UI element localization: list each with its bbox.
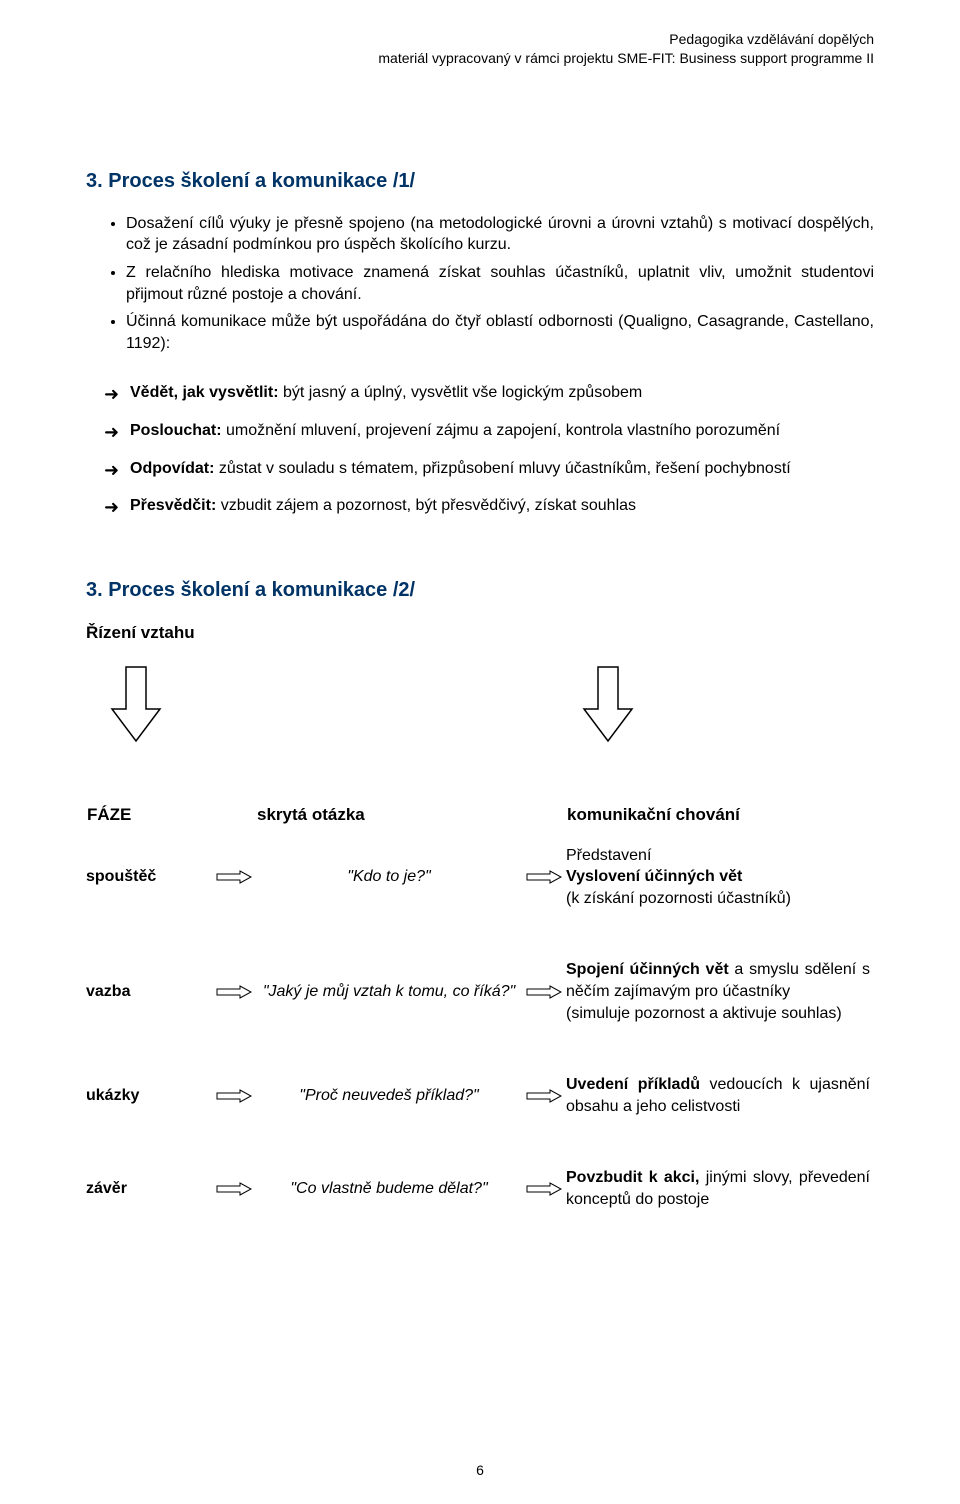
arrow-item-rest: zůstat v souladu s tématem, přizpůsobení…	[214, 460, 790, 477]
right-arrow-icon	[216, 985, 252, 999]
down-arrows-row	[86, 665, 874, 743]
phase-cell: závěr	[86, 1167, 216, 1260]
phase-table: FÁZE skrytá otázka komunikační chování s…	[86, 803, 874, 1261]
arrow-item: Poslouchat: umožnění mluvení, projevení …	[104, 420, 874, 442]
arrow-item-bold: Poslouchat:	[130, 422, 222, 439]
question-cell: "Proč neuvedeš příklad?"	[256, 1085, 522, 1107]
col-question-header: skrytá otázka	[256, 803, 526, 845]
bullet-item: Dosažení cílů výuky je přesně spojeno (n…	[126, 213, 874, 256]
behavior-cell: Spojení účinných vět a smyslu sdělení s …	[566, 959, 874, 1074]
arrow-item-rest: být jasný a úplný, vysvětlit vše logický…	[279, 384, 643, 401]
phase-cell: vazba	[86, 959, 216, 1074]
arrow-item-rest: umožnění mluvení, projevení zájmu a zapo…	[222, 422, 781, 439]
bullet-item: Z relačního hlediska motivace znamená zí…	[126, 262, 874, 305]
arrow-item: Vědět, jak vysvětlit: být jasný a úplný,…	[104, 382, 874, 404]
behavior-cell: Povzbudit k akci, jinými slovy, převeden…	[566, 1167, 874, 1260]
page-header: Pedagogika vzdělávání dopělých materiál …	[86, 30, 874, 68]
phase-cell: spouštěč	[86, 845, 216, 960]
right-arrow-icon	[526, 985, 562, 999]
right-arrow-icon	[526, 1089, 562, 1103]
col-phase-header: FÁZE	[86, 803, 216, 845]
right-arrow-icon	[216, 870, 252, 884]
arrow-item-bold: Přesvědčit:	[130, 497, 216, 514]
table-row: vazba "Jaký je můj vztah k tomu, co říká…	[86, 959, 874, 1074]
question-cell: "Jaký je můj vztah k tomu, co říká?"	[256, 981, 522, 1003]
section2-heading: 3. Proces školení a komunikace /2/	[86, 577, 874, 604]
arrow-item-bold: Vědět, jak vysvětlit:	[130, 384, 279, 401]
arrow-item: Odpovídat: zůstat v souladu s tématem, p…	[104, 458, 874, 480]
right-arrow-icon	[216, 1089, 252, 1103]
page-number: 6	[0, 1461, 960, 1480]
phase-cell: ukázky	[86, 1074, 216, 1167]
section2-subhead: Řízení vztahu	[86, 622, 874, 645]
right-arrow-icon	[526, 870, 562, 884]
question-cell: "Co vlastně budeme dělat?"	[256, 1178, 522, 1200]
header-line-2: materiál vypracovaný v rámci projektu SM…	[86, 49, 874, 68]
section1-arrow-list: Vědět, jak vysvětlit: být jasný a úplný,…	[86, 382, 874, 516]
col-behavior-header: komunikační chování	[566, 803, 874, 845]
arrow-item-bold: Odpovídat:	[130, 460, 214, 477]
table-row: ukázky "Proč neuvedeš příklad?" Uvedení …	[86, 1074, 874, 1167]
right-arrow-icon	[526, 1182, 562, 1196]
behavior-cell: Uvedení příkladů vedoucích k ujasnění ob…	[566, 1074, 874, 1167]
table-row: spouštěč "Kdo to je?" PředstaveníVyslove…	[86, 845, 874, 960]
arrow-item-rest: vzbudit zájem a pozornost, být přesvědči…	[216, 497, 636, 514]
down-arrow-icon	[110, 665, 162, 743]
table-header-row: FÁZE skrytá otázka komunikační chování	[86, 803, 874, 845]
section1-bullet-list: Dosažení cílů výuky je přesně spojeno (n…	[86, 213, 874, 355]
table-row: závěr "Co vlastně budeme dělat?" Povzbud…	[86, 1167, 874, 1260]
section1-heading: 3. Proces školení a komunikace /1/	[86, 168, 874, 195]
question-cell: "Kdo to je?"	[256, 866, 522, 888]
behavior-cell: PředstaveníVyslovení účinných vět(k získ…	[566, 845, 874, 960]
header-line-1: Pedagogika vzdělávání dopělých	[86, 30, 874, 49]
bullet-item: Účinná komunikace může být uspořádána do…	[126, 311, 874, 354]
arrow-item: Přesvědčit: vzbudit zájem a pozornost, b…	[104, 495, 874, 517]
down-arrow-icon	[582, 665, 634, 743]
right-arrow-icon	[216, 1182, 252, 1196]
